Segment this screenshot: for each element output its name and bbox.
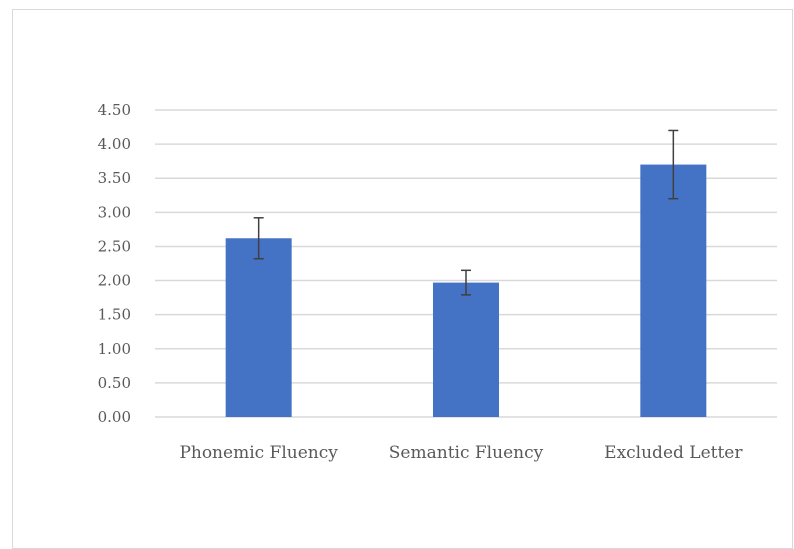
y-tick-label: 4.00	[98, 135, 131, 153]
y-tick-label: 0.50	[98, 374, 131, 392]
y-tick-label: 1.00	[98, 340, 131, 358]
y-tick-label: 3.00	[98, 203, 131, 221]
x-category-label: Phonemic Fluency	[179, 443, 338, 463]
y-tick-label: 0.00	[98, 408, 131, 426]
y-tick-label: 2.00	[98, 272, 131, 290]
y-tick-label: 1.50	[98, 306, 131, 324]
y-tick-label: 4.50	[98, 101, 131, 119]
bar	[433, 282, 499, 417]
y-tick-label: 2.50	[98, 237, 131, 255]
bar-chart: 0.00 0.50 1.00 1.50 2.00 2.50 3.00 3.50 4.00 4.50…	[98, 101, 777, 463]
x-category-label: Excluded Letter	[604, 443, 743, 463]
bars	[225, 164, 707, 417]
x-axis-categories: Phonemic Fluency Semantic Fluency Excluded…	[179, 443, 743, 463]
bar	[640, 164, 707, 417]
x-category-label: Semantic Fluency	[389, 443, 544, 463]
y-tick-label: 3.50	[98, 169, 131, 187]
error-bars	[253, 129, 679, 296]
bar	[225, 238, 292, 417]
y-axis-ticks: 0.00 0.50 1.00 1.50 2.00 2.50 3.00 3.50 4.00 4.50	[98, 101, 131, 426]
